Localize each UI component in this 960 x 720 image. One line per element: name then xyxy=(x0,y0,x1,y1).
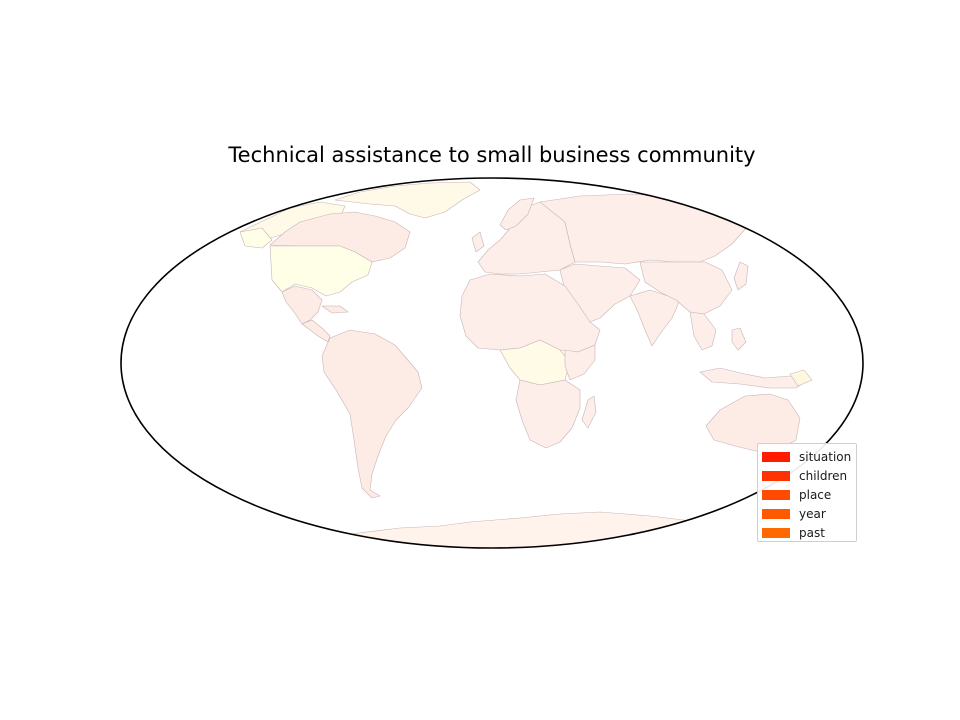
japan xyxy=(733,261,749,291)
scandinavia xyxy=(499,197,535,231)
legend-swatch xyxy=(762,508,790,519)
legend-item-past: past xyxy=(762,523,856,542)
legend-label: year xyxy=(799,506,826,521)
caribbean xyxy=(321,305,349,314)
new-guinea xyxy=(789,369,813,387)
antarctica xyxy=(299,511,861,548)
greenland xyxy=(334,181,481,219)
arctic-islands xyxy=(239,201,346,239)
map-frame xyxy=(120,177,864,549)
southern-africa xyxy=(515,379,581,449)
legend-label: situation xyxy=(799,449,852,464)
central-america xyxy=(301,319,331,343)
alaska xyxy=(239,227,273,249)
china xyxy=(639,261,733,315)
legend-swatch xyxy=(762,489,790,500)
legend-label: past xyxy=(799,525,825,540)
south-america xyxy=(321,329,423,499)
legend-swatch xyxy=(762,527,790,538)
southeast-asia xyxy=(689,311,717,351)
legend-item-situation: situation xyxy=(762,447,856,466)
legend-swatch xyxy=(762,470,790,481)
east-africa xyxy=(564,344,596,381)
madagascar xyxy=(581,395,597,429)
legend: situation children place year past xyxy=(757,443,857,542)
ocean xyxy=(121,178,863,548)
mexico xyxy=(281,285,323,325)
legend-item-children: children xyxy=(762,466,856,485)
india xyxy=(629,289,681,347)
philippines xyxy=(731,327,747,351)
legend-label: children xyxy=(799,468,848,483)
legend-item-year: year xyxy=(762,504,856,523)
map-title: Technical assistance to small business c… xyxy=(228,143,756,167)
legend-item-place: place xyxy=(762,485,856,504)
legend-swatch xyxy=(762,451,790,462)
legend-label: place xyxy=(799,487,832,502)
uk xyxy=(471,231,485,253)
